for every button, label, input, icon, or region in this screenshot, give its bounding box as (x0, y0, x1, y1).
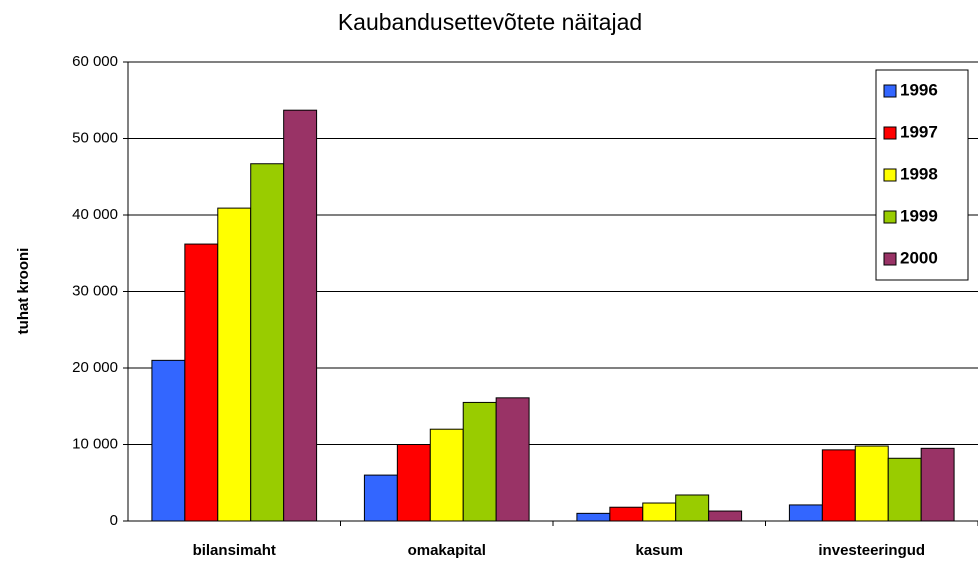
bar (151, 359, 186, 522)
bar (920, 447, 955, 522)
bar (462, 401, 497, 522)
y-tick-label: 10 000 (72, 435, 118, 452)
legend-label: 1997 (900, 122, 938, 141)
bar (609, 506, 644, 522)
x-tick-label: kasum (635, 542, 683, 559)
bar (788, 504, 823, 522)
legend-swatch (883, 168, 897, 182)
bar (363, 474, 398, 522)
bar (396, 444, 431, 522)
bar (887, 457, 922, 522)
legend-label: 1996 (900, 80, 938, 99)
bar (821, 449, 856, 522)
y-tick-label: 60 000 (72, 53, 118, 70)
legend-swatch (883, 126, 897, 140)
legend-label: 2000 (900, 248, 938, 267)
chart-title: Kaubandusettevõtete näitajad (338, 9, 642, 35)
y-tick-label: 30 000 (72, 282, 118, 299)
y-tick-label: 0 (110, 512, 118, 529)
legend-label: 1999 (900, 206, 938, 225)
y-tick-label: 40 000 (72, 206, 118, 223)
legend-label: 1998 (900, 164, 938, 183)
x-tick-label: omakapital (408, 542, 486, 559)
legend-swatch (883, 252, 897, 266)
bar (217, 207, 252, 522)
bar (576, 512, 611, 522)
y-tick-label: 50 000 (72, 129, 118, 146)
y-axis-title: tuhat krooni (15, 248, 32, 335)
bar (250, 163, 285, 522)
legend-swatch (883, 210, 897, 224)
bar (429, 428, 464, 522)
bar (708, 510, 743, 522)
y-tick-label: 20 000 (72, 359, 118, 376)
legend-swatch (883, 84, 897, 98)
bar (283, 109, 318, 522)
bar (184, 243, 219, 522)
x-tick-label: bilansimaht (193, 542, 276, 559)
bar (495, 397, 530, 522)
bar (675, 494, 710, 522)
bar (642, 502, 677, 522)
bar (854, 445, 889, 522)
x-tick-label: investeeringud (818, 542, 925, 559)
